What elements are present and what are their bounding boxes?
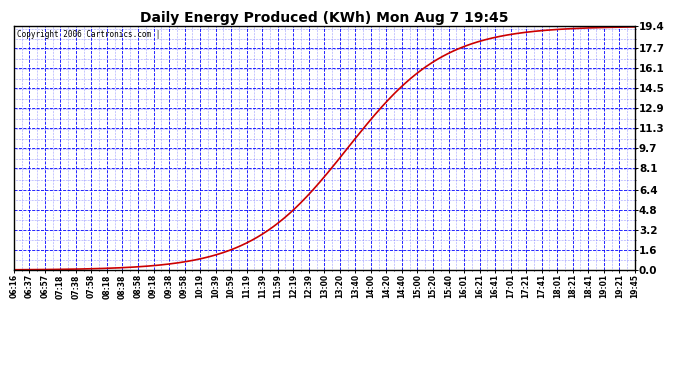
Title: Daily Energy Produced (KWh) Mon Aug 7 19:45: Daily Energy Produced (KWh) Mon Aug 7 19… (140, 11, 509, 25)
Text: Copyright 2006 Cartronics.com |: Copyright 2006 Cartronics.com | (17, 30, 160, 39)
